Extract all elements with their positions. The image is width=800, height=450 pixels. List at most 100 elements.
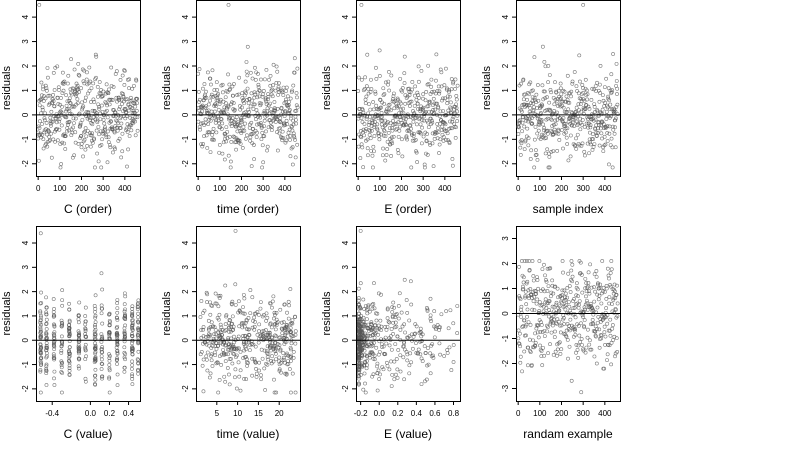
data-point xyxy=(219,362,224,367)
data-point xyxy=(117,104,122,109)
data-point xyxy=(269,325,274,330)
data-point xyxy=(410,80,415,84)
data-point xyxy=(401,344,406,349)
data-point xyxy=(578,79,582,84)
data-point xyxy=(425,132,429,136)
data-point xyxy=(107,366,112,371)
data-point xyxy=(594,334,598,339)
data-point xyxy=(38,368,43,372)
data-point xyxy=(120,102,124,106)
data-point xyxy=(71,116,76,121)
data-point xyxy=(43,83,48,88)
data-point xyxy=(236,334,241,339)
data-point xyxy=(284,97,288,102)
x-tick-label: 15 xyxy=(254,409,263,418)
data-point xyxy=(64,115,69,120)
data-point xyxy=(608,143,613,148)
data-point xyxy=(67,366,72,371)
data-point xyxy=(237,75,242,80)
data-point xyxy=(37,103,42,108)
data-point xyxy=(288,96,293,101)
data-point xyxy=(72,88,77,93)
data-point xyxy=(246,101,251,106)
data-point xyxy=(238,350,243,354)
data-point xyxy=(98,129,103,134)
data-point xyxy=(550,304,555,309)
data-point xyxy=(602,104,607,109)
x-tick-label: 0.0 xyxy=(374,409,386,418)
data-point xyxy=(219,126,224,131)
data-point xyxy=(228,159,233,164)
y-tick-label: 0 xyxy=(181,337,190,342)
data-point xyxy=(292,70,297,75)
data-point xyxy=(558,104,563,109)
data-point xyxy=(383,352,388,357)
data-point xyxy=(38,350,43,354)
x-tick-label: 100 xyxy=(373,184,387,193)
data-point xyxy=(432,101,437,106)
data-point xyxy=(436,105,441,110)
data-point xyxy=(562,322,567,326)
data-point xyxy=(565,73,570,78)
data-point xyxy=(77,347,82,352)
data-point xyxy=(433,327,438,331)
data-point xyxy=(528,80,533,85)
data-point xyxy=(252,315,257,320)
data-point xyxy=(365,363,370,368)
data-point xyxy=(566,271,571,276)
data-point xyxy=(107,390,112,395)
data-point xyxy=(447,141,452,146)
data-point xyxy=(579,336,584,341)
data-point xyxy=(402,322,407,327)
data-point xyxy=(415,351,420,356)
data-point xyxy=(41,99,46,103)
data-point xyxy=(52,356,57,361)
data-point xyxy=(117,136,122,141)
data-point xyxy=(76,320,81,325)
data-point xyxy=(608,333,613,338)
data-point xyxy=(580,141,585,146)
data-point xyxy=(288,326,293,330)
data-point xyxy=(244,91,248,95)
data-point xyxy=(429,77,434,82)
data-point xyxy=(589,97,594,102)
data-point xyxy=(561,105,566,110)
data-point xyxy=(577,299,582,304)
data-point xyxy=(524,118,528,123)
data-point xyxy=(93,341,97,346)
data-point xyxy=(45,144,50,149)
data-point xyxy=(222,374,227,379)
data-point xyxy=(390,372,395,377)
data-point xyxy=(232,82,236,86)
data-point xyxy=(59,96,63,100)
data-point xyxy=(555,286,560,291)
data-point xyxy=(586,281,591,285)
data-point xyxy=(418,131,423,136)
data-point xyxy=(572,70,577,74)
data-point xyxy=(605,124,610,129)
data-point xyxy=(239,120,244,125)
data-point xyxy=(584,88,589,93)
data-point xyxy=(67,322,72,327)
y-tick-label: 2 xyxy=(21,63,30,68)
data-point xyxy=(584,345,589,350)
data-point xyxy=(435,126,440,131)
data-point xyxy=(93,382,97,386)
data-point xyxy=(444,66,448,71)
data-point xyxy=(527,268,532,272)
data-point xyxy=(402,377,407,382)
data-point xyxy=(270,305,274,310)
y-tick-label: 0 xyxy=(341,337,350,342)
data-point xyxy=(115,357,119,362)
y-tick-label: 2 xyxy=(341,63,350,68)
data-point xyxy=(289,355,293,360)
x-tick-label: 100 xyxy=(533,409,547,418)
x-tick-label: 100 xyxy=(533,184,547,193)
data-point xyxy=(385,363,390,368)
data-point xyxy=(374,77,379,81)
x-tick-label: 400 xyxy=(278,184,292,193)
data-point xyxy=(427,109,431,114)
data-point xyxy=(404,298,409,302)
data-point xyxy=(218,330,223,334)
data-point xyxy=(584,281,589,285)
